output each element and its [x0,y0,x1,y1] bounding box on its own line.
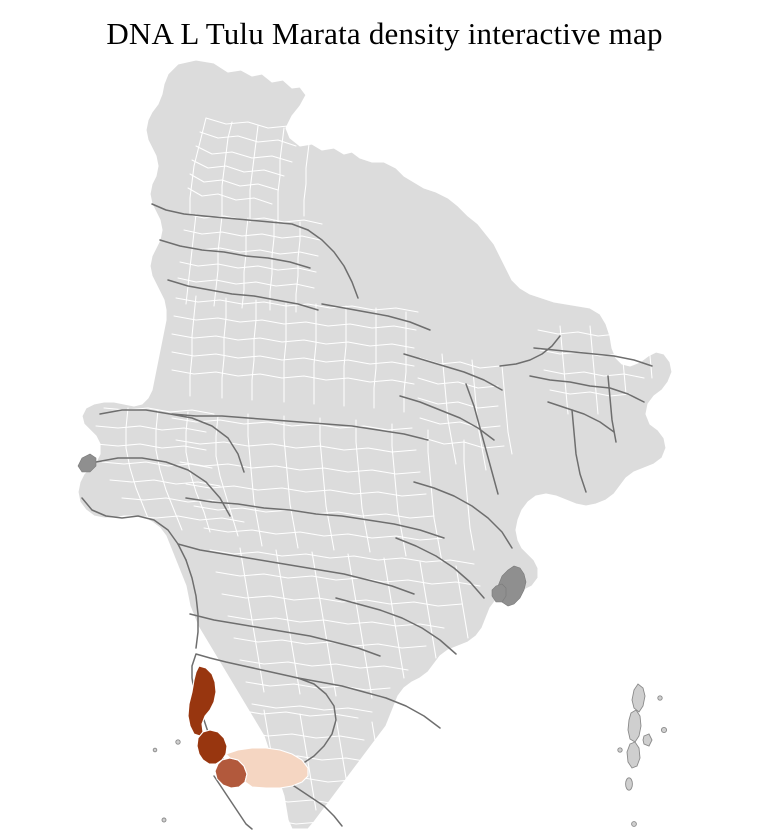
district-hassan-mysuru[interactable] [224,747,309,789]
lakshadweep-islet-c [161,817,167,823]
lakshadweep-islet-b [175,739,181,745]
delta-patch-small [491,583,507,603]
andaman-nicobar-group [617,683,668,827]
state-boundaries-group [81,203,653,830]
india-map-canvas[interactable] [0,58,769,831]
india-mainland-base[interactable] [77,59,673,830]
nicobar-islet-a [631,821,637,827]
page-title: DNA L Tulu Marata density interactive ma… [106,16,663,51]
andaman-middle-island [627,709,642,743]
andaman-south-island [626,741,641,769]
india-landmass-group [77,59,673,830]
andaman-north-island [631,683,646,713]
andaman-east-islet [642,733,653,747]
lakshadweep-group [152,739,181,823]
kutch-tip-patch [77,453,97,473]
lakshadweep-islet-a [152,747,158,753]
india-choropleth-svg[interactable] [0,58,769,831]
sundarbans-delta-group [491,565,527,607]
district-boundaries-group [95,117,653,830]
highlighted-districts-group[interactable] [187,665,309,789]
rann-of-kutch-group [77,453,97,473]
nicobar-car-island [625,777,633,791]
andaman-islet-c [617,747,623,753]
district-dakshina-kannada[interactable] [196,729,228,765]
andaman-islet-b [660,726,668,734]
andaman-islet-a [657,695,663,701]
